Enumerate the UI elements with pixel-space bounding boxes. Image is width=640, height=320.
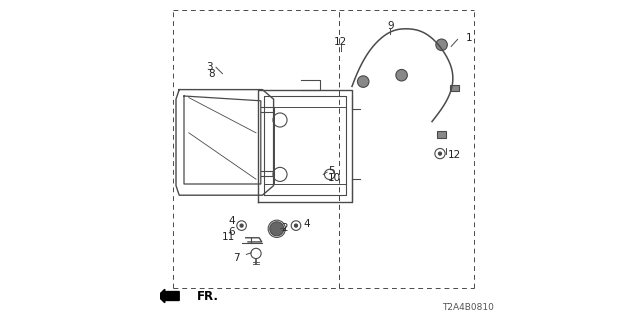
Circle shape — [240, 224, 243, 227]
Text: 12: 12 — [448, 150, 461, 160]
Text: 4: 4 — [303, 219, 310, 229]
Text: 7: 7 — [234, 253, 240, 263]
Text: 11: 11 — [222, 232, 236, 243]
Text: FR.: FR. — [197, 290, 219, 302]
Text: 2: 2 — [282, 223, 288, 233]
Circle shape — [357, 76, 369, 87]
FancyArrow shape — [157, 289, 179, 303]
Text: 8: 8 — [209, 68, 215, 79]
Text: 4: 4 — [228, 216, 236, 226]
Text: 12: 12 — [334, 36, 348, 47]
Text: 1: 1 — [466, 33, 472, 44]
Bar — [437, 131, 447, 138]
Text: 5: 5 — [328, 166, 335, 176]
Bar — [450, 85, 460, 91]
Circle shape — [436, 39, 447, 51]
Circle shape — [396, 69, 408, 81]
Text: 10: 10 — [328, 172, 341, 183]
Circle shape — [294, 224, 298, 227]
Circle shape — [270, 222, 284, 236]
Text: 3: 3 — [206, 62, 212, 72]
Text: 6: 6 — [228, 227, 236, 237]
Circle shape — [438, 152, 442, 155]
Text: 9: 9 — [387, 20, 394, 31]
Text: T2A4B0810: T2A4B0810 — [442, 303, 493, 312]
